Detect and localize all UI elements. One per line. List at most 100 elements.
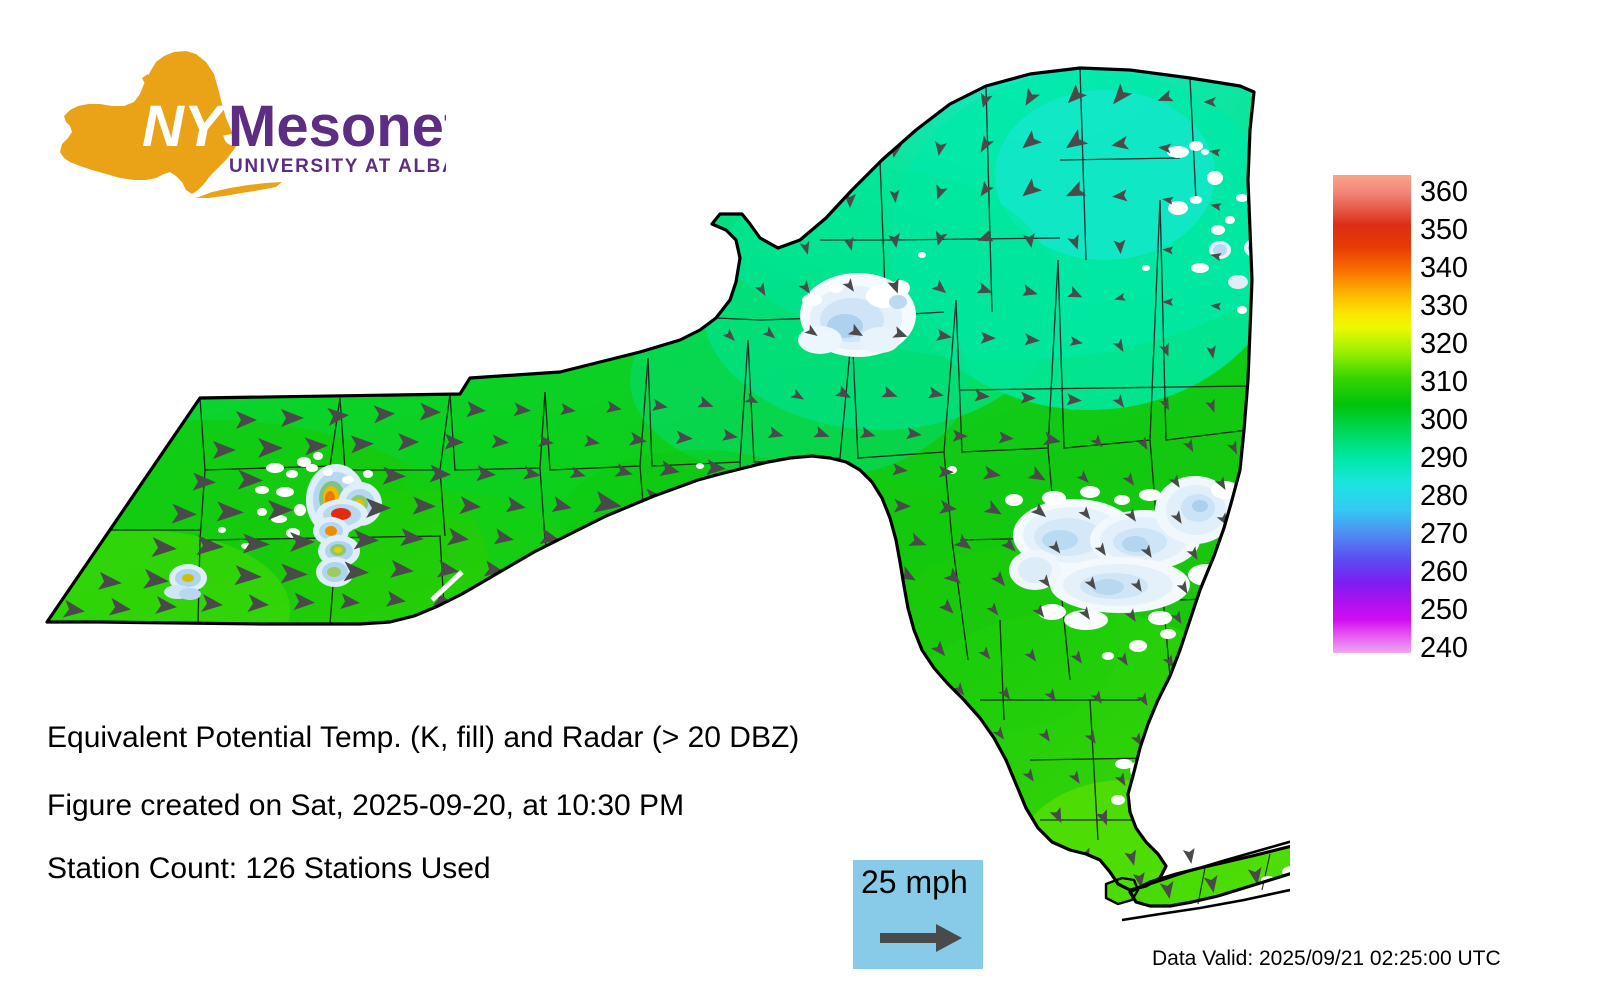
wind-barb bbox=[459, 496, 481, 515]
logo-nys-text: NYS bbox=[142, 94, 262, 159]
wind-barb bbox=[697, 395, 714, 408]
colorbar-tick-270: 270 bbox=[1420, 518, 1468, 550]
wind-barb bbox=[806, 563, 825, 578]
wind-barb bbox=[1162, 654, 1174, 669]
wind-barb bbox=[1112, 394, 1125, 408]
colorbar-tick-300: 300 bbox=[1420, 404, 1468, 436]
wind-barb bbox=[1025, 87, 1041, 106]
wind-barb bbox=[436, 559, 459, 578]
wind-barb bbox=[935, 141, 947, 156]
wind-barb bbox=[621, 558, 642, 575]
wind-barb bbox=[983, 499, 1002, 515]
wind-barb bbox=[400, 528, 424, 547]
wind-barb bbox=[419, 402, 441, 421]
wind-barb bbox=[980, 331, 996, 344]
wind-barb bbox=[862, 531, 881, 546]
wind-barb bbox=[906, 427, 922, 439]
wind-barb bbox=[1124, 608, 1136, 622]
wind-barb bbox=[1114, 772, 1126, 787]
colorbar-tick-340: 340 bbox=[1420, 252, 1468, 284]
wind-barb bbox=[390, 559, 414, 578]
wind-barb bbox=[478, 591, 497, 606]
wind-barb bbox=[201, 594, 223, 612]
wind-barb bbox=[560, 403, 576, 415]
wind-barb bbox=[1065, 180, 1087, 197]
wind-barb bbox=[1044, 688, 1056, 702]
wind-barb bbox=[1210, 253, 1222, 261]
map-artifact-streak bbox=[430, 570, 464, 602]
wind-barb bbox=[1020, 391, 1036, 404]
wind-barb bbox=[466, 401, 486, 418]
wind-barb bbox=[678, 525, 698, 542]
new-york-state-outline bbox=[45, 66, 1256, 892]
wind-barb bbox=[1027, 465, 1046, 481]
wind-barb bbox=[62, 599, 85, 618]
wind-barb bbox=[327, 407, 349, 426]
wind-barb bbox=[799, 460, 816, 473]
wind-barb bbox=[196, 535, 224, 556]
wind-barb bbox=[1176, 734, 1188, 749]
wind-barb bbox=[446, 527, 469, 546]
wind-barb bbox=[1024, 648, 1037, 662]
wind-barb bbox=[813, 425, 830, 438]
wind-barb bbox=[801, 493, 819, 508]
wind-barb bbox=[491, 434, 509, 449]
wind-barb bbox=[980, 180, 994, 197]
wind-barb bbox=[551, 496, 572, 512]
wind-barb bbox=[1141, 811, 1154, 828]
wind-barb bbox=[1203, 874, 1218, 893]
wind-barb bbox=[1038, 728, 1050, 742]
wind-barb bbox=[606, 400, 622, 413]
wind-barb bbox=[767, 426, 784, 438]
wind-barb bbox=[1022, 130, 1043, 149]
radar-cell-adirondack-east bbox=[1167, 141, 1254, 314]
wind-barb bbox=[1182, 848, 1195, 864]
wind-barb bbox=[722, 328, 735, 341]
wind-barb bbox=[887, 278, 899, 294]
wind-barb bbox=[1162, 246, 1174, 255]
wind-barb bbox=[1112, 338, 1124, 353]
wind-barb bbox=[614, 463, 633, 477]
state-outline-layer bbox=[45, 66, 1290, 922]
wind-barb bbox=[412, 496, 436, 515]
theta-e-warm-nyc bbox=[1015, 780, 1235, 890]
wind-barb bbox=[847, 323, 863, 336]
wind-barb bbox=[1122, 472, 1135, 486]
colorbar-tick-250: 250 bbox=[1420, 594, 1468, 626]
wind-barb bbox=[593, 490, 622, 513]
wind-barb bbox=[192, 472, 216, 491]
wind-barb bbox=[258, 438, 283, 458]
wind-barb bbox=[1210, 302, 1222, 311]
wind-barb bbox=[171, 503, 197, 524]
wind-barb bbox=[725, 526, 743, 541]
wind-barb bbox=[1136, 436, 1148, 451]
colorbar-tick-290: 290 bbox=[1420, 442, 1468, 474]
wind-barb bbox=[382, 466, 406, 485]
logo-mesonet-text: Mesonet bbox=[228, 94, 446, 159]
wind-barb bbox=[1170, 610, 1182, 625]
wind-barb bbox=[938, 465, 954, 478]
long-island-sound-coastline bbox=[1149, 840, 1290, 886]
wind-barb bbox=[1130, 732, 1142, 747]
wind-barb bbox=[798, 280, 811, 294]
map-panel[interactable] bbox=[0, 0, 1290, 1000]
data-valid-timestamp: Data Valid: 2025/09/21 02:25:00 UTC bbox=[1152, 947, 1501, 970]
wind-barb bbox=[1140, 544, 1152, 558]
colorbar-tick-320: 320 bbox=[1420, 328, 1468, 360]
wind-barb bbox=[889, 189, 900, 203]
wind-barb bbox=[1157, 89, 1174, 102]
wind-barb bbox=[953, 533, 972, 550]
colorbar-gradient bbox=[1333, 175, 1411, 653]
wind-barb bbox=[1067, 83, 1088, 104]
wind-barb bbox=[842, 278, 855, 292]
wind-barb bbox=[584, 434, 600, 447]
wind-barb bbox=[804, 324, 818, 337]
new-york-theta-e-map[interactable] bbox=[0, 0, 1290, 1000]
staten-island-fill bbox=[1106, 878, 1138, 904]
wind-barb bbox=[980, 135, 995, 153]
long-island-outline bbox=[1128, 844, 1290, 908]
wind-barb bbox=[1090, 434, 1103, 448]
wind-barb bbox=[1176, 580, 1188, 595]
wind-barb bbox=[1021, 284, 1038, 296]
wind-barb bbox=[1084, 576, 1096, 590]
